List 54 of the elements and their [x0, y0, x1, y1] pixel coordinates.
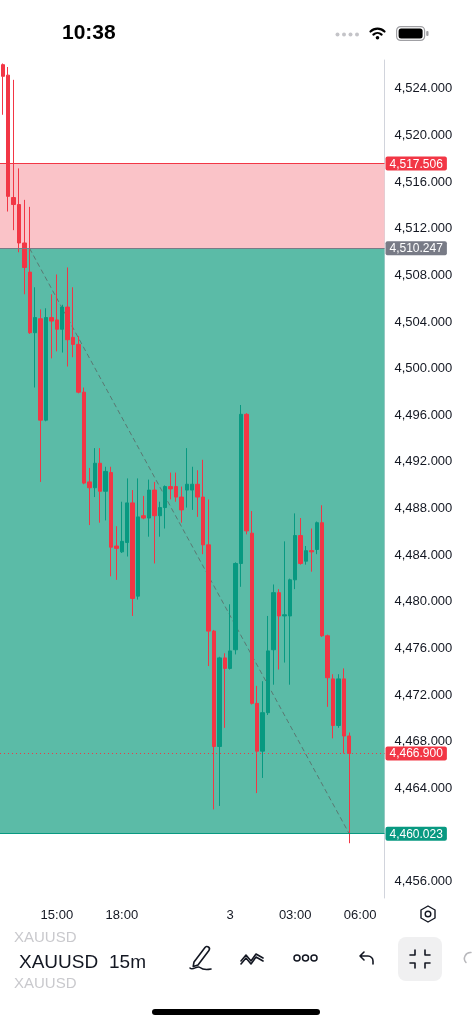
y-tick-label: 4,504.000	[394, 313, 453, 329]
y-tick-label: 4,524.000	[394, 80, 453, 96]
y-tick-label: 4,484.000	[394, 546, 453, 562]
y-tick-label: 4,464.000	[394, 779, 453, 795]
y-tick-label: 4,488.000	[394, 500, 453, 516]
candlestick	[298, 517, 303, 566]
y-tick-label: 4,516.000	[394, 173, 453, 189]
x-tick-label: 18:00	[105, 907, 139, 922]
candlestick	[147, 479, 151, 538]
candlestick	[33, 286, 37, 389]
candlestick	[223, 652, 227, 729]
candlestick	[336, 673, 341, 729]
text: 10:38	[62, 20, 117, 43]
x-tick-label: 3	[226, 907, 234, 922]
x-tick-label: 06:00	[343, 907, 377, 922]
candlestick	[38, 308, 43, 483]
candlestick	[217, 656, 222, 807]
ref-line-label: 4,466.900	[389, 746, 444, 761]
y-tick-label: 4,500.000	[394, 360, 453, 376]
candlestick	[93, 447, 97, 498]
candlestick	[277, 588, 281, 671]
candlestick	[28, 206, 32, 335]
text: 15m	[109, 951, 146, 972]
candlestick	[228, 603, 232, 671]
y-tick-label: 4,480.000	[394, 593, 453, 609]
y-tick-label: 4,520.000	[394, 127, 453, 143]
candlestick	[141, 495, 146, 520]
x-tick-label: 03:00	[278, 907, 312, 922]
ref-line-label: 4,460.023	[389, 826, 444, 841]
y-tick-label: 4,508.000	[394, 266, 453, 282]
y-tick-label: 4,476.000	[394, 639, 453, 655]
candlestick	[309, 528, 314, 573]
y-tick-label: 4,472.000	[394, 686, 453, 702]
candlestick	[304, 545, 308, 566]
ref-line-label: 4,510.247	[389, 241, 444, 256]
candlestick	[315, 521, 319, 555]
y-tick-label: 4,468.000	[394, 733, 453, 749]
candlestick	[271, 583, 276, 686]
text: XAUUSD	[19, 951, 99, 972]
y-tick-label: 4,456.000	[394, 873, 453, 889]
candlestick	[44, 307, 48, 422]
y-tick-label: 4,492.000	[394, 453, 453, 469]
candlestick	[98, 447, 102, 524]
y-tick-label: 4,512.000	[394, 220, 453, 236]
ref-line-label: 4,517.506	[389, 156, 444, 171]
candlestick	[130, 489, 135, 617]
y-tick-label: 4,496.000	[394, 406, 453, 422]
candlestick	[103, 466, 108, 521]
candlestick	[60, 304, 64, 354]
candlestick	[244, 412, 249, 535]
x-tick-label: 15:00	[40, 907, 74, 922]
candlestick	[136, 477, 140, 601]
candlestick	[152, 481, 157, 564]
candlestick	[331, 673, 335, 739]
